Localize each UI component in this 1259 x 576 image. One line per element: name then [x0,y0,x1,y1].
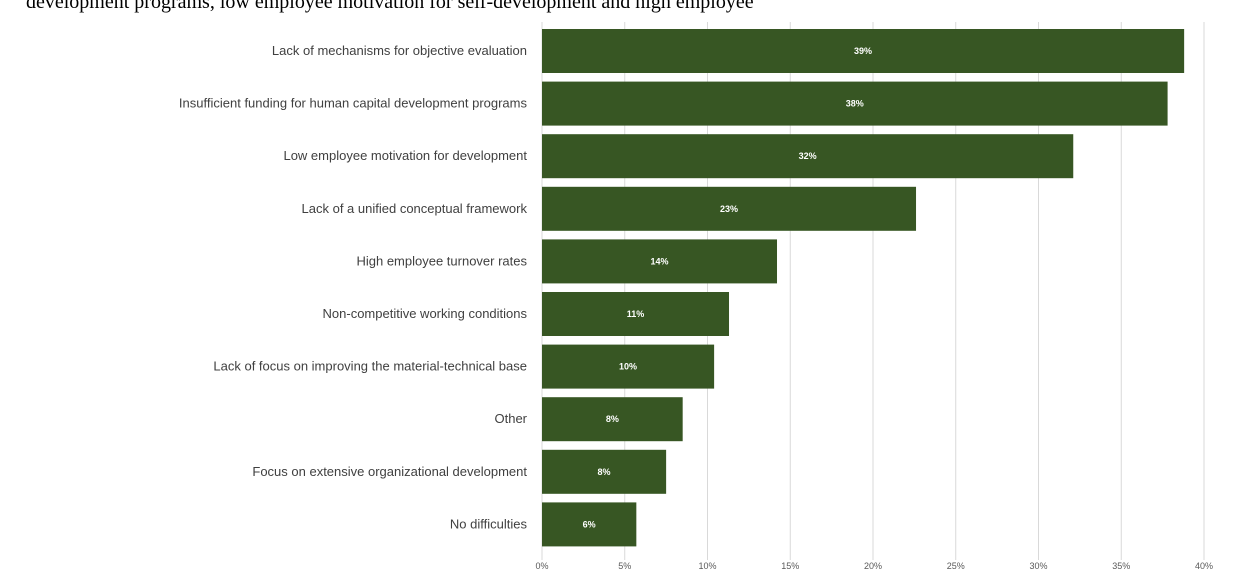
bar [542,449,667,494]
category-label: Other [494,411,527,426]
x-tick-label: 25% [947,561,965,571]
category-label: Focus on extensive organizational develo… [252,464,527,479]
category-label: Lack of a unified conceptual framework [302,201,528,216]
bar [542,186,917,231]
bar-data-label: 23% [720,204,738,214]
bar-data-label: 6% [583,519,596,529]
bar-data-label: 8% [598,467,611,477]
x-tick-label: 35% [1112,561,1130,571]
category-labels: Lack of mechanisms for objective evaluat… [179,43,528,531]
bar-data-label: 39% [854,46,872,56]
x-tick-label: 0% [535,561,548,571]
bar [542,292,730,336]
x-tick-label: 5% [618,561,631,571]
bar-data-label: 10% [619,362,637,372]
category-label: Non-competitive working conditions [323,306,528,321]
bar [542,29,1185,73]
bar [542,502,637,547]
category-label: High employee turnover rates [356,253,527,268]
header-text: development programs, low employee motiv… [26,0,754,13]
category-label: No difficulties [450,516,528,531]
category-label: Low employee motivation for development [283,148,527,163]
bar [542,397,683,442]
x-tick-label: 30% [1029,561,1047,571]
bar-data-label: 11% [627,309,645,319]
category-label: Lack of mechanisms for objective evaluat… [272,43,527,58]
category-label: Lack of focus on improving the material-… [213,359,527,374]
x-tick-label: 20% [864,561,882,571]
bar-data-label: 38% [846,99,864,109]
x-tick-label: 40% [1195,561,1213,571]
category-label: Insufficient funding for human capital d… [179,96,528,111]
bar-data-label: 14% [650,256,668,266]
x-tick-label: 15% [781,561,799,571]
bar [542,134,1074,179]
bar-data-label: 32% [799,151,817,161]
x-tick-label: 10% [698,561,716,571]
x-axis-tick-labels: 0% 5% 10% 15% 20% 25% 30% 35% 40% [535,561,1213,571]
bar-data-label: 8% [606,414,619,424]
bar [542,344,715,389]
bars: 39% 38% 32% 23% 14% 11% 10% 8% 8% 6% [542,29,1185,547]
bar [542,239,778,284]
bar [542,81,1168,126]
